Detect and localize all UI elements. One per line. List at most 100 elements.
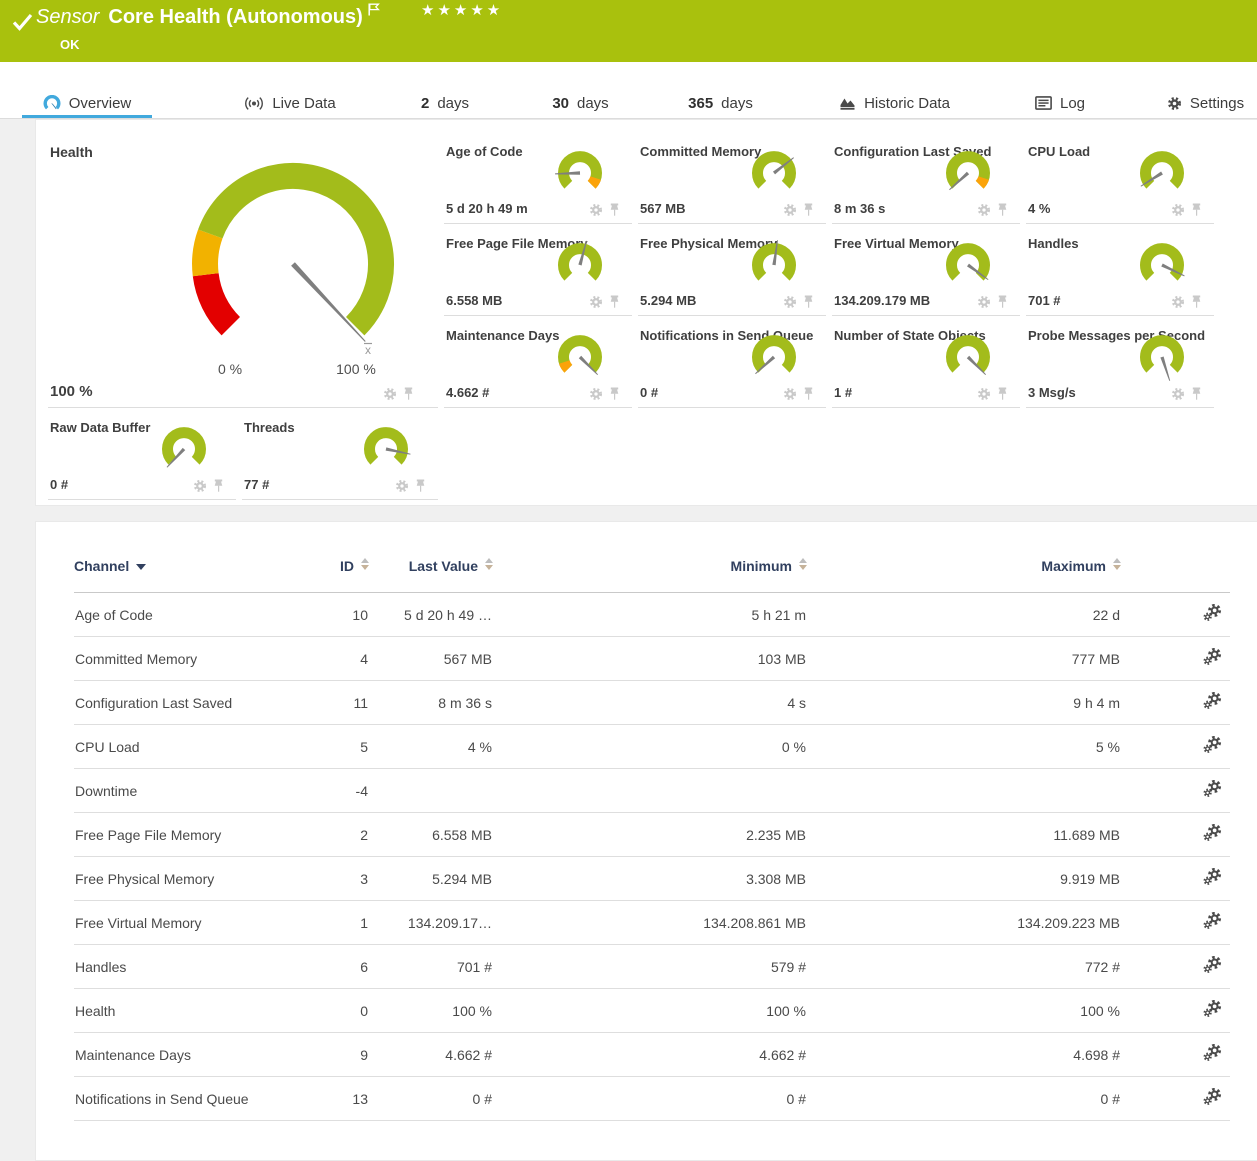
channel-settings-icon[interactable] <box>1203 955 1222 974</box>
channel-name[interactable]: Free Page File Memory <box>74 812 304 857</box>
channel-name[interactable]: Health <box>74 988 304 1033</box>
tab-log[interactable]: Log <box>1020 88 1100 118</box>
channel-settings-icon[interactable] <box>1203 867 1222 886</box>
pin-icon[interactable] <box>1191 203 1202 217</box>
gauge-chart[interactable] <box>544 237 616 299</box>
gauge-chart[interactable] <box>1126 145 1198 207</box>
channel-settings-icon[interactable] <box>1203 779 1222 798</box>
channel-row-committed-memory[interactable]: Committed Memory 4 567 MB 103 MB 777 MB <box>74 636 1230 681</box>
column-header-id[interactable]: ID <box>304 558 369 593</box>
channel-settings-icon[interactable] <box>1203 603 1222 622</box>
gauge-chart[interactable] <box>738 145 810 207</box>
channel-row-maintenance-days[interactable]: Maintenance Days 9 4.662 #4.662 #4.698 # <box>74 1032 1230 1077</box>
tab-2-days[interactable]: 2 days <box>400 88 490 118</box>
pin-icon[interactable] <box>1191 295 1202 309</box>
channel-name[interactable]: Committed Memory <box>74 636 304 681</box>
column-header-maximum[interactable]: Maximum <box>807 558 1121 593</box>
gear-icon[interactable] <box>589 295 603 309</box>
gear-icon[interactable] <box>783 295 797 309</box>
tab-historic-data[interactable]: Historic Data <box>812 88 977 118</box>
pin-icon[interactable] <box>1191 387 1202 401</box>
pin-icon[interactable] <box>213 479 224 493</box>
channel-name[interactable]: Notifications in Send Queue <box>74 1076 304 1121</box>
gauge-chart[interactable] <box>932 145 1004 207</box>
channel-row-free-virtual-memory[interactable]: Free Virtual Memory 1 134.209.17… 134.208.8… <box>74 900 1230 945</box>
pin-icon[interactable] <box>803 387 814 401</box>
channel-name[interactable]: Maintenance Days <box>74 1032 304 1077</box>
channel-row-downtime[interactable]: Downtime -4 <box>74 768 1230 813</box>
gauge-tile-committed-memory: Committed Memory 567 MB <box>638 132 826 224</box>
channel-name[interactable]: Configuration Last Saved <box>74 680 304 725</box>
pin-icon[interactable] <box>997 387 1008 401</box>
channel-name[interactable]: CPU Load <box>74 724 304 769</box>
pin-icon[interactable] <box>403 387 414 401</box>
priority-stars[interactable]: ★★★★★ <box>421 2 504 19</box>
column-header-minimum[interactable]: Minimum <box>493 558 807 593</box>
channel-name[interactable]: Downtime <box>74 768 304 813</box>
tab-overview[interactable]: Overview <box>22 88 152 118</box>
gauge-chart[interactable] <box>932 329 1004 391</box>
gear-icon[interactable] <box>1171 295 1185 309</box>
gear-icon[interactable] <box>1171 387 1185 401</box>
gauge-chart[interactable] <box>738 329 810 391</box>
channel-row-handles[interactable]: Handles 6 701 #579 #772 # <box>74 944 1230 989</box>
gauge-chart[interactable] <box>738 237 810 299</box>
channel-settings-icon[interactable] <box>1203 911 1222 930</box>
channel-settings-icon[interactable] <box>1203 691 1222 710</box>
gauge-chart[interactable] <box>1126 329 1198 391</box>
channel-settings-icon[interactable] <box>1203 735 1222 754</box>
tab-settings[interactable]: Settings <box>1148 88 1257 118</box>
gear-icon[interactable] <box>783 387 797 401</box>
pin-icon[interactable] <box>609 295 620 309</box>
pin-icon[interactable] <box>997 203 1008 217</box>
tab-live-data[interactable]: Live Data <box>225 88 355 118</box>
pin-icon[interactable] <box>609 203 620 217</box>
channel-row-free-physical-memory[interactable]: Free Physical Memory 3 5.294 MB 3.308 MB 9.9… <box>74 856 1230 901</box>
channel-settings-icon[interactable] <box>1203 647 1222 666</box>
channel-settings-icon[interactable] <box>1203 1043 1222 1062</box>
channel-settings-icon[interactable] <box>1203 999 1222 1018</box>
gear-icon[interactable] <box>977 203 991 217</box>
channel-row-cpu-load[interactable]: CPU Load 5 4 % 0 % 5 % <box>74 724 1230 769</box>
gear-icon[interactable] <box>193 479 207 493</box>
channel-settings-icon[interactable] <box>1203 823 1222 842</box>
channel-name[interactable]: Free Physical Memory <box>74 856 304 901</box>
pin-icon[interactable] <box>997 295 1008 309</box>
tab-30-days[interactable]: 30 days <box>533 88 628 118</box>
channel-row-age-of-code[interactable]: Age of Code 10 5 d 20 h 49 … 5 h 21 m 22 d <box>74 592 1230 637</box>
gear-icon[interactable] <box>1171 203 1185 217</box>
gauge-chart[interactable] <box>544 145 616 207</box>
gauge-chart[interactable] <box>932 237 1004 299</box>
pin-icon[interactable] <box>803 295 814 309</box>
tab-365-days[interactable]: 365 days <box>668 88 773 118</box>
channel-name[interactable]: Free Virtual Memory <box>74 900 304 945</box>
gear-icon[interactable] <box>977 295 991 309</box>
channel-last-value: 4 % <box>369 724 493 769</box>
gear-icon[interactable] <box>589 203 603 217</box>
gear-icon[interactable] <box>977 387 991 401</box>
pin-icon[interactable] <box>415 479 426 493</box>
gauge-tile-notifications-in-send-queue: Notifications in Send Queue 0 # <box>638 316 826 408</box>
channel-name[interactable]: Age of Code <box>74 592 304 637</box>
channel-row-free-page-file-memory[interactable]: Free Page File Memory 2 6.558 MB 2.235 MB 11… <box>74 812 1230 857</box>
gauge-value: 100 % <box>50 383 93 400</box>
channel-row-notifications-in-send-queue[interactable]: Notifications in Send Queue 13 0 #0 #0 # <box>74 1076 1230 1121</box>
gauge-chart[interactable] <box>350 421 422 483</box>
pin-icon[interactable] <box>803 203 814 217</box>
gear-icon[interactable] <box>589 387 603 401</box>
gear-icon[interactable] <box>383 387 397 401</box>
pin-icon[interactable] <box>609 387 620 401</box>
gauge-chart[interactable] <box>1126 237 1198 299</box>
gear-icon[interactable] <box>395 479 409 493</box>
column-header-channel[interactable]: Channel <box>74 558 304 593</box>
status-badge: OK <box>60 37 80 52</box>
tile-icons <box>1171 203 1202 217</box>
gauge-chart[interactable] <box>148 421 220 483</box>
column-header-last-value[interactable]: Last Value <box>369 558 493 593</box>
channel-row-health[interactable]: Health 0 100 % 100 % 100 % <box>74 988 1230 1033</box>
gauge-chart[interactable] <box>544 329 616 391</box>
channel-settings-icon[interactable] <box>1203 1087 1222 1106</box>
gear-icon[interactable] <box>783 203 797 217</box>
channel-name[interactable]: Handles <box>74 944 304 989</box>
